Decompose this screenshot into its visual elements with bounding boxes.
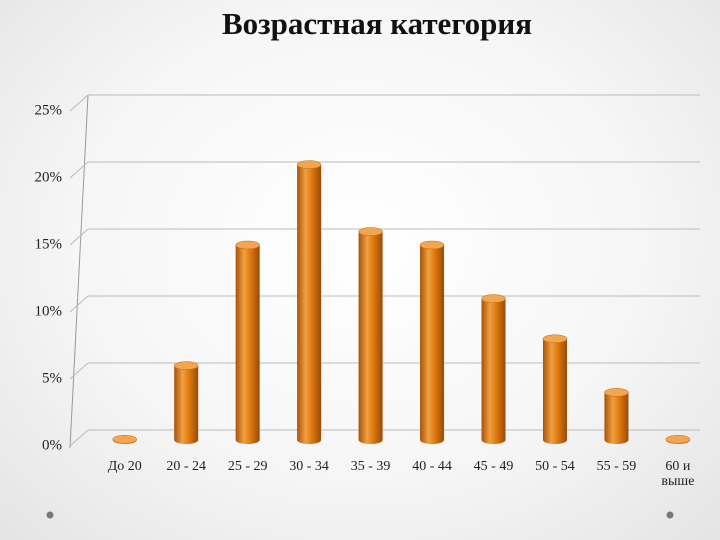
bar-top [604,388,629,397]
slide-dot [46,511,54,519]
x-tick-label: 40 - 44 [412,459,452,474]
bar-top [665,435,691,444]
bar [420,241,445,444]
y-tick-label: 15% [35,236,63,252]
bar-top [419,240,445,250]
grid-depth [69,94,89,112]
bar [235,241,260,444]
bar [358,227,383,444]
grid-depth [69,429,89,447]
bar-top [173,361,199,370]
grid-depth [69,161,89,179]
x-tick-label: 30 - 34 [289,459,329,474]
x-tick-label: 25 - 29 [227,459,268,474]
bar [174,361,199,444]
bar-top [358,227,383,236]
bar [542,334,567,444]
grid-depth [69,228,89,246]
y-tick-label: 5% [42,370,62,386]
x-tick-label: 45 - 49 [473,459,514,474]
axis-line [69,94,89,449]
bar [481,294,506,444]
bar [297,160,322,444]
y-tick-label: 25% [35,102,63,118]
x-tick-label: 60 и выше [661,459,695,489]
bar [604,388,629,444]
y-tick-label: 20% [35,169,63,185]
bar-top [296,160,322,169]
slide-dot [666,511,674,519]
y-tick-label: 10% [35,303,63,319]
bar-top [235,240,260,250]
chart-title: Возрастная категория [222,6,532,41]
grid-depth [69,295,89,313]
bar-top [112,435,137,444]
grid-depth [69,362,89,380]
bar-top [481,294,506,303]
bar-top [542,334,568,344]
y-tick-label: 0% [42,437,62,453]
x-tick-label: 50 - 54 [535,459,575,474]
x-tick-label: 35 - 39 [350,459,391,474]
x-tick-label: До 20 [107,459,142,474]
x-tick-label: 55 - 59 [596,459,637,474]
x-tick-label: 20 - 24 [166,459,207,474]
